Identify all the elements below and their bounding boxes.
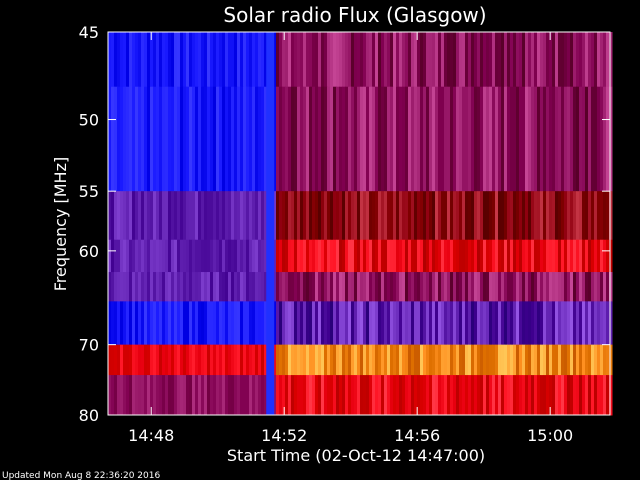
x-tick-label: 15:00 [527, 426, 573, 445]
frequency-band-5 [108, 301, 613, 346]
burst-onset-band [266, 32, 275, 415]
x-tick-label: 14:56 [394, 426, 440, 445]
frequency-band-1 [108, 86, 613, 192]
frequency-band-0 [108, 32, 613, 88]
frequency-band-4 [108, 272, 613, 302]
frequency-band-2 [108, 191, 613, 241]
y-tick-label: 60 [79, 242, 99, 261]
x-tick-label: 14:52 [261, 426, 307, 445]
x-axis-label: Start Time (02-Oct-12 14:47:00) [227, 446, 485, 465]
y-tick-label: 70 [79, 336, 99, 355]
frequency-band-7 [108, 375, 613, 416]
y-axis-label: Frequency [MHz] [51, 157, 70, 291]
chart-title: Solar radio Flux (Glasgow) [223, 3, 486, 27]
spectrogram-heatmap [108, 32, 613, 416]
plot-frame [107, 31, 611, 416]
x-axis-ticks: 14:48 14:52 14:56 15:00 [128, 32, 573, 445]
y-tick-label: 55 [79, 182, 99, 201]
y-tick-label: 45 [79, 23, 99, 42]
frequency-band-6 [108, 344, 613, 376]
x-tick-label: 14:48 [128, 426, 174, 445]
frequency-band-3 [108, 239, 613, 273]
y-tick-label: 50 [79, 111, 99, 130]
y-tick-label: 80 [79, 406, 99, 425]
updated-timestamp: Updated Mon Aug 8 22:36:20 2016 [2, 471, 160, 480]
y-axis-ticks: 45 50 55 60 70 80 [79, 23, 610, 425]
